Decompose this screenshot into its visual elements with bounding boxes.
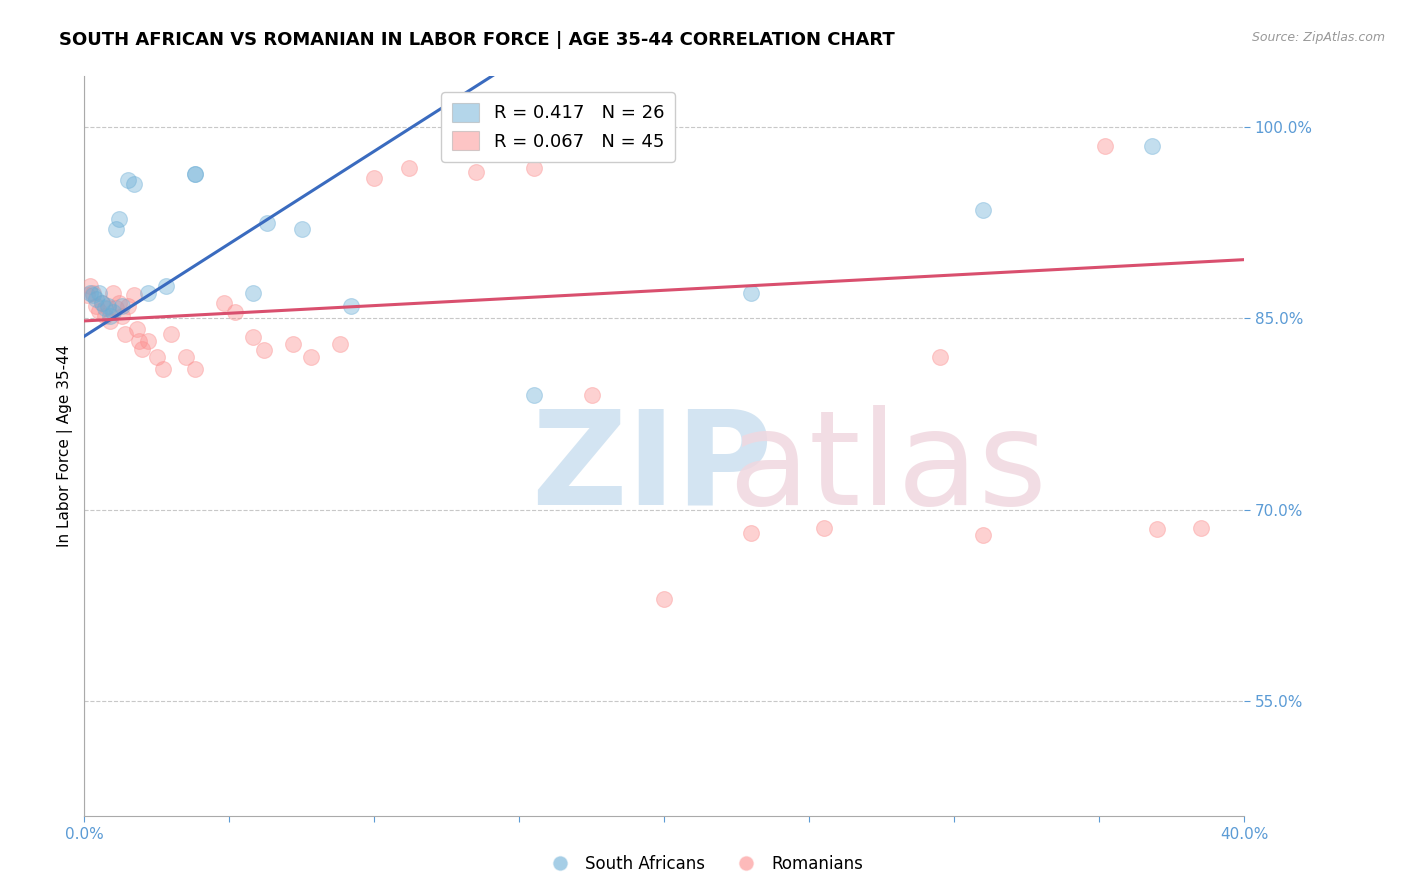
Point xyxy=(212,296,235,310)
Point xyxy=(131,342,153,356)
Point xyxy=(242,330,264,344)
Point xyxy=(253,343,276,358)
Point xyxy=(740,285,762,300)
Point xyxy=(84,299,107,313)
Point xyxy=(224,305,246,319)
Point xyxy=(105,301,128,315)
Point xyxy=(93,301,115,315)
Point xyxy=(328,337,352,351)
Point xyxy=(90,296,112,310)
Point xyxy=(928,350,950,364)
Point xyxy=(108,296,131,310)
Point xyxy=(1140,139,1163,153)
Point xyxy=(117,299,139,313)
Point xyxy=(136,334,159,349)
Point xyxy=(152,362,174,376)
Point xyxy=(96,301,118,315)
Point xyxy=(291,222,314,236)
Point xyxy=(125,321,148,335)
Point xyxy=(363,170,385,185)
Point xyxy=(398,161,420,175)
Point xyxy=(114,326,136,341)
Text: ZIP: ZIP xyxy=(531,405,772,532)
Point xyxy=(160,326,183,341)
Point xyxy=(1094,139,1116,153)
Point xyxy=(972,528,994,542)
Point xyxy=(100,309,122,323)
Point xyxy=(111,299,134,313)
Point xyxy=(128,334,150,349)
Legend: South Africans, Romanians: South Africans, Romanians xyxy=(536,848,870,880)
Point xyxy=(183,167,205,181)
Point xyxy=(155,279,177,293)
Point xyxy=(87,303,110,318)
Point xyxy=(93,309,115,323)
Point xyxy=(79,279,101,293)
Point xyxy=(1189,521,1212,535)
Point xyxy=(281,337,305,351)
Point xyxy=(111,309,134,323)
Legend: R = 0.417   N = 26, R = 0.067   N = 45: R = 0.417 N = 26, R = 0.067 N = 45 xyxy=(441,92,675,161)
Point xyxy=(117,173,139,187)
Point xyxy=(79,285,101,300)
Text: atlas: atlas xyxy=(728,405,1047,532)
Point xyxy=(82,285,104,300)
Point xyxy=(108,211,131,226)
Point xyxy=(464,164,486,178)
Point xyxy=(813,521,835,535)
Point xyxy=(523,161,546,175)
Point xyxy=(100,314,122,328)
Point xyxy=(340,299,363,313)
Point xyxy=(90,296,112,310)
Point xyxy=(84,292,107,306)
Point xyxy=(82,288,104,302)
Point xyxy=(183,167,205,181)
Point xyxy=(96,299,118,313)
Point xyxy=(122,178,145,192)
Point xyxy=(76,288,98,302)
Point xyxy=(105,222,128,236)
Point xyxy=(87,285,110,300)
Point xyxy=(652,592,676,607)
Point xyxy=(136,285,159,300)
Point xyxy=(242,285,264,300)
Point xyxy=(299,350,322,364)
Point xyxy=(523,388,546,402)
Point xyxy=(581,388,603,402)
Point xyxy=(122,288,145,302)
Text: Source: ZipAtlas.com: Source: ZipAtlas.com xyxy=(1251,31,1385,45)
Point xyxy=(146,350,169,364)
Y-axis label: In Labor Force | Age 35-44: In Labor Force | Age 35-44 xyxy=(58,345,73,547)
Point xyxy=(103,285,125,300)
Point xyxy=(256,216,278,230)
Point xyxy=(174,350,197,364)
Point xyxy=(740,525,762,540)
Point xyxy=(183,362,205,376)
Point xyxy=(972,202,994,217)
Point xyxy=(1146,522,1168,536)
Text: SOUTH AFRICAN VS ROMANIAN IN LABOR FORCE | AGE 35-44 CORRELATION CHART: SOUTH AFRICAN VS ROMANIAN IN LABOR FORCE… xyxy=(59,31,894,49)
Point xyxy=(103,305,125,319)
